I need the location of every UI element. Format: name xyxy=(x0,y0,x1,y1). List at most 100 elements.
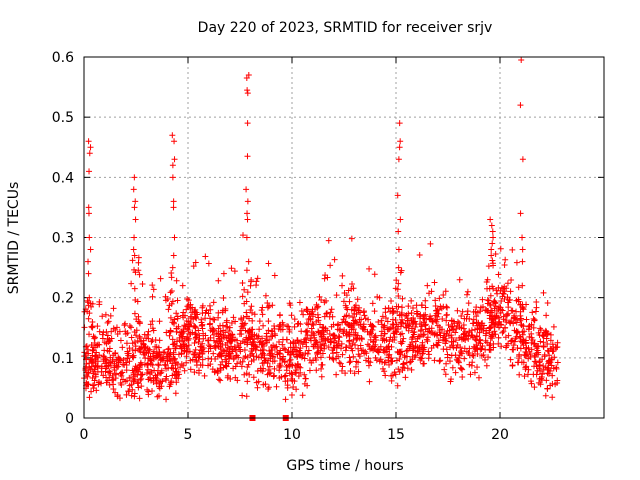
data-point xyxy=(355,322,362,329)
data-point xyxy=(548,356,555,363)
data-point xyxy=(172,345,179,352)
data-point xyxy=(307,335,314,342)
data-point xyxy=(211,316,218,323)
data-point xyxy=(339,351,346,358)
data-point xyxy=(165,345,172,352)
data-point xyxy=(124,329,131,336)
data-point xyxy=(85,299,92,306)
data-point xyxy=(537,381,544,388)
data-point xyxy=(483,330,490,337)
data-point xyxy=(271,272,278,279)
data-point xyxy=(265,327,272,334)
data-point xyxy=(482,356,489,363)
data-point xyxy=(285,347,292,354)
data-point xyxy=(513,329,520,336)
data-point xyxy=(381,330,388,337)
data-point xyxy=(244,289,251,296)
data-point xyxy=(274,348,281,355)
data-point xyxy=(492,315,499,322)
y-tick-label: 0.3 xyxy=(52,231,74,247)
data-point xyxy=(375,318,382,325)
data-point xyxy=(384,318,391,325)
data-point xyxy=(454,318,461,325)
data-point xyxy=(243,234,250,241)
data-point xyxy=(249,317,256,324)
data-point xyxy=(277,347,284,354)
data-point xyxy=(393,329,400,336)
data-point xyxy=(405,303,412,310)
data-point xyxy=(92,373,99,380)
data-point xyxy=(459,366,466,373)
data-point xyxy=(315,314,322,321)
data-point xyxy=(244,216,251,223)
data-point xyxy=(169,132,176,139)
data-point xyxy=(238,316,245,323)
data-point xyxy=(138,383,145,390)
data-point xyxy=(498,343,505,350)
data-point xyxy=(241,371,248,378)
data-point xyxy=(173,368,180,375)
data-point xyxy=(168,270,175,277)
data-point xyxy=(352,318,359,325)
data-point xyxy=(111,364,118,371)
data-point xyxy=(279,341,286,348)
data-point xyxy=(399,364,406,371)
data-point xyxy=(448,323,455,330)
data-point xyxy=(484,300,491,307)
data-point xyxy=(131,393,138,400)
data-point xyxy=(357,309,364,316)
data-point xyxy=(397,331,404,338)
data-point xyxy=(488,222,495,229)
data-point xyxy=(101,339,108,346)
data-point xyxy=(232,318,239,325)
data-point xyxy=(397,216,404,223)
data-point xyxy=(442,340,449,347)
data-point xyxy=(363,357,369,364)
data-point xyxy=(264,304,271,311)
data-point xyxy=(538,375,545,382)
data-point xyxy=(147,357,154,364)
data-point xyxy=(243,75,250,82)
y-axis-label: SRMTID / TECUs xyxy=(6,182,22,295)
data-point xyxy=(469,352,476,359)
data-point xyxy=(454,357,461,364)
data-point xyxy=(171,138,178,145)
data-point xyxy=(269,353,276,360)
data-point xyxy=(427,313,434,320)
data-point xyxy=(458,313,465,320)
data-point xyxy=(518,57,525,64)
data-point xyxy=(232,374,239,381)
data-point xyxy=(163,329,170,336)
data-point xyxy=(177,331,184,338)
data-point xyxy=(243,393,250,400)
data-point xyxy=(461,345,468,352)
data-point xyxy=(407,341,414,348)
data-point xyxy=(448,332,455,339)
data-point xyxy=(248,303,255,310)
data-point xyxy=(416,251,423,258)
data-point xyxy=(421,360,428,367)
data-point xyxy=(369,300,376,307)
data-point xyxy=(215,277,222,284)
data-point xyxy=(500,290,507,297)
data-point xyxy=(425,355,432,362)
data-point xyxy=(532,308,539,315)
data-point xyxy=(190,316,197,323)
data-point xyxy=(488,246,495,253)
data-point xyxy=(181,337,188,344)
data-point xyxy=(536,362,543,369)
data-point xyxy=(229,337,236,344)
data-point xyxy=(342,318,349,325)
data-point xyxy=(292,367,299,374)
data-point xyxy=(210,327,217,334)
data-point xyxy=(448,317,455,324)
data-point xyxy=(351,370,358,377)
data-point xyxy=(295,373,302,380)
data-point xyxy=(102,356,109,363)
data-point xyxy=(402,374,409,381)
data-point xyxy=(400,335,407,342)
data-point xyxy=(171,372,178,379)
data-point xyxy=(416,333,423,340)
data-point xyxy=(241,321,248,328)
data-point xyxy=(105,369,112,376)
